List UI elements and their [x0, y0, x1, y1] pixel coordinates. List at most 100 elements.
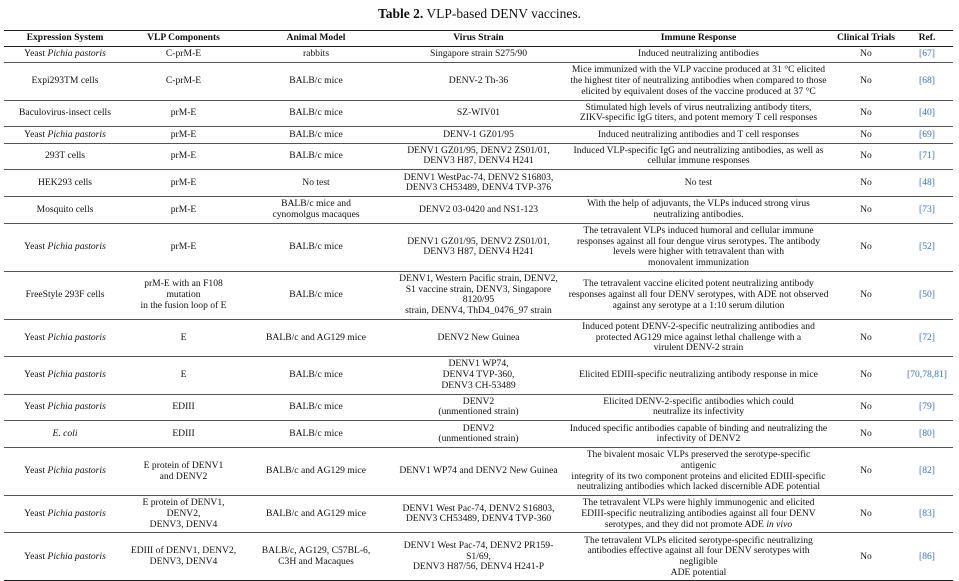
cell-immune-response: Stimulated high levels of virus neutrali… [566, 100, 831, 128]
cell-animal-model: BALB/c mice [241, 100, 391, 128]
table-label: Table 2. [378, 6, 424, 21]
cell-vlp-components: prM-E [126, 169, 241, 198]
header-virus-strain: Virus Strain [391, 30, 566, 47]
expression-system-text: Mosquito cells [36, 203, 94, 215]
cell-vlp-components: C-prM-E [126, 46, 241, 64]
table-row: Yeast Pichia pastoris E BALB/c and AG129 m… [4, 319, 953, 358]
expression-system-text: Yeast [24, 48, 48, 60]
cell-ref: [86] [901, 532, 953, 581]
header-expression-system: Expression System [4, 30, 126, 47]
cell-ref: [48] [901, 169, 953, 198]
cell-vlp-components: EDIII [126, 420, 241, 449]
cell-animal-model: BALB/c mice [241, 420, 391, 449]
expression-system-text: Yeast [24, 331, 48, 343]
cell-animal-model: BALB/c mice [241, 356, 391, 395]
ref-link[interactable]: [73] [919, 203, 935, 215]
ref-link[interactable]: [80] [919, 427, 935, 439]
table-row: Baculovirus-insect cells prM-E BALB/c mice… [4, 100, 953, 128]
immune-response-text: Induced neutralizing antibodies and T ce… [597, 128, 800, 140]
expression-system-text: FreeStyle 293F cells [25, 289, 105, 301]
immune-response-text: The tetravalent VLPs were highly immunog… [581, 497, 816, 530]
cell-expression-system: Mosquito cells [4, 196, 126, 224]
expression-system-text: Yeast [24, 369, 48, 381]
cell-clinical-trials: No [831, 46, 901, 64]
table-row: Yeast Pichia pastoris EDIII BALB/c mice DEN… [4, 394, 953, 422]
cell-ref: [40] [901, 100, 953, 128]
cell-immune-response: The tetravalent VLPs induced humoral and… [566, 223, 831, 272]
cell-expression-system: Yeast Pichia pastoris [4, 319, 126, 358]
cell-clinical-trials: No [831, 319, 901, 358]
ref-link[interactable]: [69] [919, 128, 935, 140]
ref-link[interactable]: [72] [919, 331, 935, 343]
expression-system-text: Yeast [24, 550, 48, 562]
cell-animal-model: BALB/c mice [241, 394, 391, 422]
table-row: Yeast Pichia pastoris EDIII of DENV1, DEN… [4, 532, 953, 581]
table-row: Yeast Pichia pastoris C-prM-E rabbits Singa… [4, 46, 953, 64]
cell-virus-strain: Singapore strain S275/90 [391, 46, 566, 64]
immune-response-text: The tetravalent vaccine elicited potent … [568, 278, 829, 311]
immune-response-text: Stimulated high levels of virus neutrali… [579, 101, 818, 124]
immune-response-italic: in vivo [766, 518, 793, 530]
cell-virus-strain: DENV2 (unmentioned strain) [391, 420, 566, 449]
expression-system-text: 293T cells [44, 150, 86, 162]
cell-immune-response: No test [566, 169, 831, 198]
table-title: VLP-based DENV vaccines. [423, 6, 581, 21]
cell-ref: [69] [901, 126, 953, 144]
ref-link[interactable]: [48] [919, 176, 935, 188]
cell-animal-model: BALB/c, AG129, C57BL-6, C3H and Macaques [241, 532, 391, 581]
table-row: E. coli EDIII BALB/c mice DENV2 (unmentione… [4, 420, 953, 449]
cell-expression-system: Yeast Pichia pastoris [4, 356, 126, 395]
ref-link[interactable]: [68] [919, 75, 935, 87]
ref-link[interactable]: [79] [919, 401, 935, 413]
ref-link[interactable]: [70,78,81] [907, 369, 947, 381]
cell-immune-response: Mice immunized with the VLP vaccine prod… [566, 62, 831, 101]
ref-link[interactable]: [67] [919, 48, 935, 60]
cell-animal-model: BALB/c mice and cynomolgus macaques [241, 196, 391, 224]
cell-ref: [80] [901, 420, 953, 449]
cell-clinical-trials: No [831, 169, 901, 198]
immune-response-text: No test [684, 176, 713, 188]
cell-animal-model: rabbits [241, 46, 391, 64]
cell-ref: [50] [901, 271, 953, 320]
immune-response-text: Mice immunized with the VLP vaccine prod… [570, 64, 827, 97]
cell-ref: [73] [901, 196, 953, 224]
cell-expression-system: HEK293 cells [4, 169, 126, 198]
cell-vlp-components: prM-E [126, 223, 241, 272]
cell-ref: [72] [901, 319, 953, 358]
cell-clinical-trials: No [831, 271, 901, 320]
ref-link[interactable]: [86] [919, 550, 935, 562]
header-animal-model: Animal Model [241, 30, 391, 47]
immune-response-text: Induced potent DENV-2-specific neutraliz… [582, 321, 815, 354]
expression-system-text: Baculovirus-insect cells [19, 107, 111, 119]
cell-immune-response: With the help of adjuvants, the VLPs ind… [566, 196, 831, 224]
immune-response-text: The tetravalent VLPs elicited serotype-s… [584, 534, 813, 578]
ref-link[interactable]: [82] [919, 465, 935, 477]
cell-expression-system: Baculovirus-insect cells [4, 100, 126, 128]
cell-vlp-components: prM-E with an F108 mutation in the fusio… [126, 271, 241, 320]
expression-system-organism: Pichia pastoris [47, 507, 106, 519]
cell-expression-system: Yeast Pichia pastoris [4, 394, 126, 422]
cell-virus-strain: DENV1 WestPac-74, DENV2 S16803, DENV3 CH… [391, 169, 566, 198]
cell-ref: [68] [901, 62, 953, 101]
table-row: Expi293TM cells C-prM-E BALB/c mice DENV-2 … [4, 62, 953, 101]
immune-response-text: The bivalent mosaic VLPs preserved the s… [571, 449, 826, 493]
cell-animal-model: BALB/c mice [241, 126, 391, 144]
cell-immune-response: Induced neutralizing antibodies and T ce… [566, 126, 831, 144]
immune-response-text: Elicited DENV-2-specific antibodies whic… [603, 395, 794, 418]
expression-system-text: Yeast [24, 507, 48, 519]
cell-ref: [67] [901, 46, 953, 64]
cell-ref: [82] [901, 447, 953, 497]
immune-response-text: Induced VLP-specific IgG and neutralizin… [573, 144, 824, 167]
cell-clinical-trials: No [831, 495, 901, 534]
expression-system-text: Yeast [24, 401, 48, 413]
cell-animal-model: No test [241, 169, 391, 198]
ref-link[interactable]: [50] [919, 289, 935, 301]
cell-expression-system: Yeast Pichia pastoris [4, 223, 126, 272]
ref-link[interactable]: [52] [919, 241, 935, 253]
header-ref: Ref. [901, 30, 953, 47]
ref-link[interactable]: [83] [919, 507, 935, 519]
ref-link[interactable]: [40] [919, 107, 935, 119]
cell-expression-system: Yeast Pichia pastoris [4, 447, 126, 497]
table-header-row: Expression System VLP Components Animal … [4, 30, 953, 47]
ref-link[interactable]: [71] [919, 150, 935, 162]
